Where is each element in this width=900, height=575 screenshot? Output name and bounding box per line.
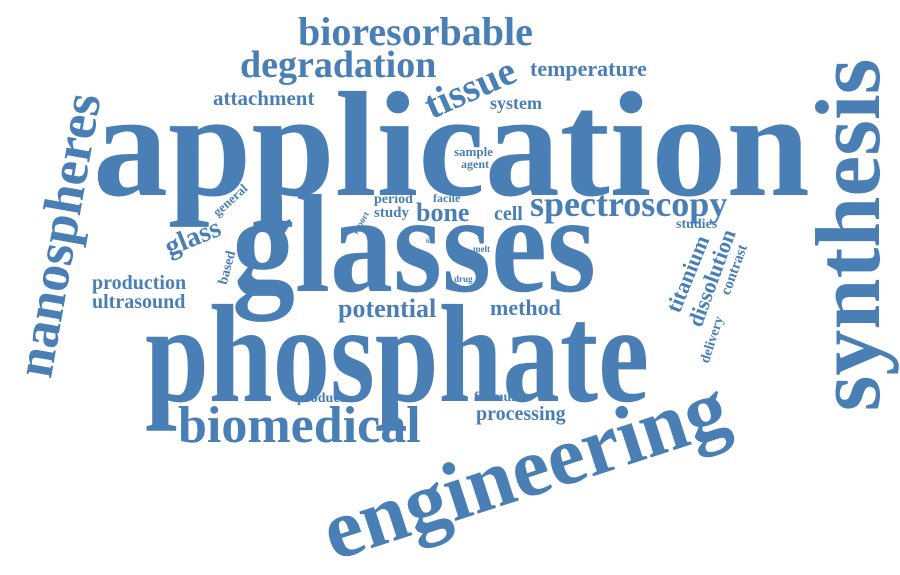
word-facile: facile [433,192,460,204]
word-study: study [374,206,409,221]
word-biomedical: biomedical [178,400,421,452]
word-potential: potential [338,296,436,322]
word-temperature: temperature [530,58,647,80]
word-melt: melt [473,245,490,254]
word-processing: processing [476,404,566,424]
word-drug: drug [454,275,473,284]
word-method: method [490,297,561,319]
word-formula: formula [474,391,522,405]
word-attachment: attachment [213,88,314,109]
word-degradation: degradation [240,46,436,84]
word-cell: cell [494,204,523,224]
word-agent: agent [461,158,489,170]
word-synthesis: synthesis [802,59,894,412]
word-production: production [92,273,186,293]
word-product: product [297,392,344,406]
word-nanospheres: nanospheres [6,89,109,381]
word-studies: studies [676,218,717,232]
word-ultrasound: ultrasound [92,292,185,312]
word-fit: fit [426,239,432,245]
word-system: system [490,94,542,112]
